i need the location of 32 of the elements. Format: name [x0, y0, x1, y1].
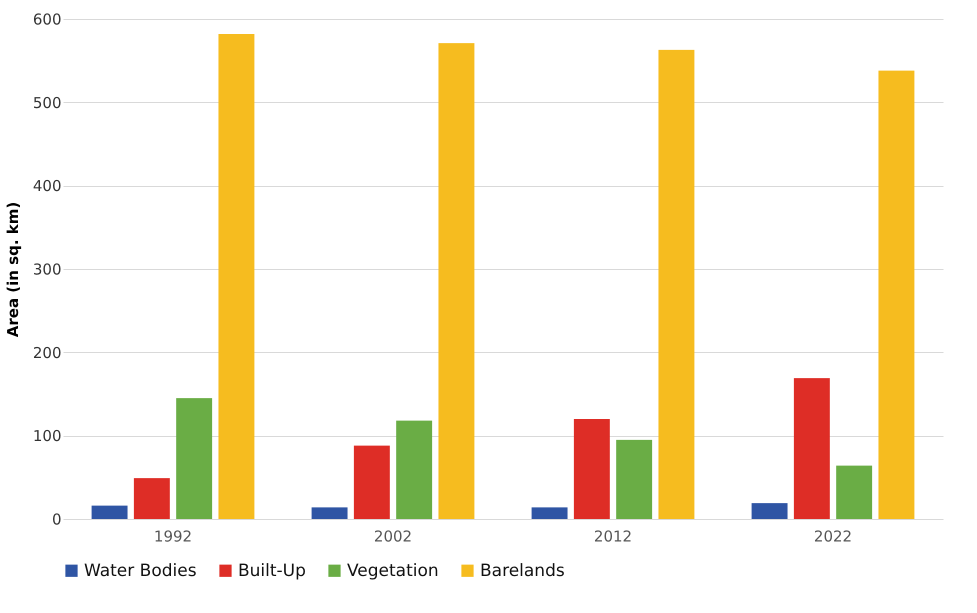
legend-label: Vegetation [347, 560, 439, 581]
y-tick-label: 100 [32, 427, 62, 446]
bar [794, 378, 830, 519]
bar [658, 50, 694, 519]
bar [396, 420, 432, 519]
bar [616, 440, 652, 519]
y-tick-label: 400 [32, 177, 62, 196]
bar [218, 34, 254, 519]
bar [532, 507, 568, 519]
bar [878, 70, 914, 519]
legend-label: Barelands [480, 560, 565, 581]
bar [574, 419, 610, 519]
legend-label: Built-Up [238, 560, 306, 581]
bar [836, 466, 872, 519]
bar [92, 506, 128, 519]
y-tick-label: 600 [32, 10, 62, 28]
x-tick-label: 2012 [594, 528, 632, 546]
x-tick-label: 1992 [154, 528, 192, 546]
bar [312, 507, 348, 519]
legend-label: Water Bodies [84, 560, 197, 581]
y-tick-label: 300 [32, 260, 62, 278]
bar [752, 503, 788, 519]
y-tick-label: 200 [32, 344, 62, 362]
bar [176, 398, 212, 519]
bar [438, 43, 474, 519]
bar [354, 446, 390, 519]
y-tick-label: 500 [32, 94, 62, 112]
y-axis-title: Area (in sq. km) [4, 202, 22, 338]
y-tick-label: 0 [52, 510, 62, 528]
bar [134, 478, 170, 519]
x-tick-label: 2022 [814, 528, 852, 546]
x-tick-label: 2002 [374, 528, 412, 546]
